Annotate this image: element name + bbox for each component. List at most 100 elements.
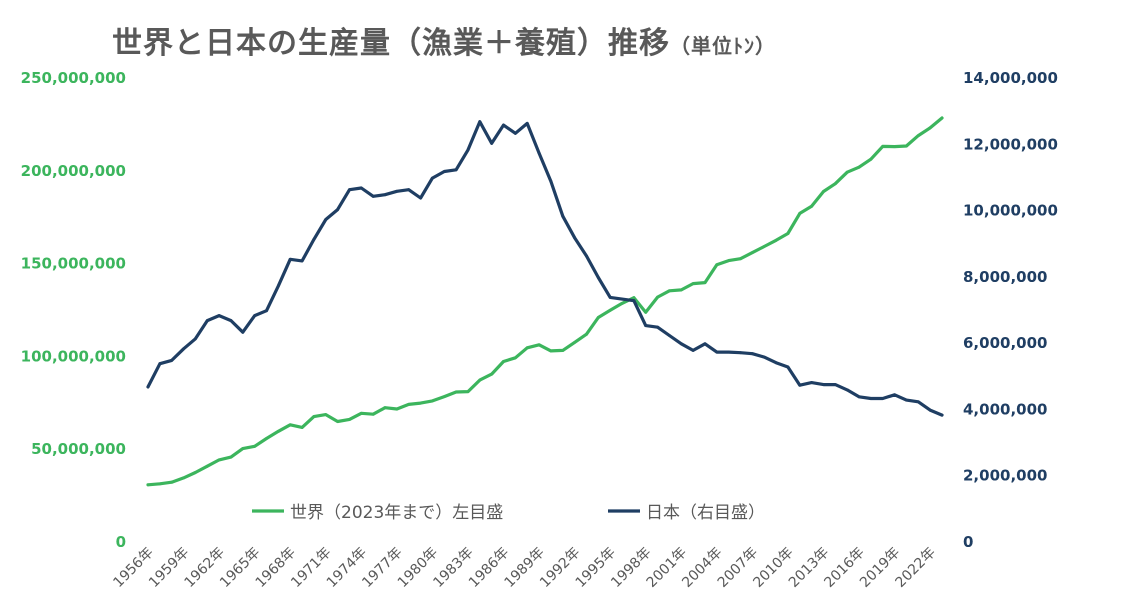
japan-data-point <box>845 388 849 392</box>
japan-data-point <box>146 385 150 389</box>
japan-data-point <box>383 193 387 197</box>
japan-series-line <box>146 120 944 417</box>
world-data-point <box>419 401 422 405</box>
japan-data-point <box>241 330 245 334</box>
world-data-point <box>881 145 885 148</box>
world-data-point <box>715 263 719 267</box>
chart-title: 世界と日本の生産量（漁業＋養殖）推移（単位ﾄﾝ） <box>112 18 776 62</box>
world-data-point <box>170 480 174 484</box>
japan-data-point <box>916 400 920 404</box>
japan-data-point <box>395 189 399 193</box>
world-data-point <box>916 134 920 138</box>
world-data-point <box>798 212 802 215</box>
world-data-point <box>324 413 328 416</box>
world-data-point <box>573 341 576 344</box>
japan-data-point <box>371 194 375 198</box>
world-data-point <box>585 332 588 336</box>
japan-data-point <box>739 351 742 355</box>
world-data-point <box>833 182 837 186</box>
world-data-point <box>253 444 257 448</box>
japan-data-point <box>549 180 553 183</box>
right-axis-tick-label: 12,000,000 <box>963 135 1058 153</box>
japan-data-point <box>679 342 683 346</box>
japan-data-point <box>727 350 731 354</box>
japan-data-point <box>431 176 434 180</box>
japan-data-point <box>608 296 612 299</box>
world-data-point <box>703 281 707 284</box>
japan-data-point <box>774 361 778 365</box>
japan-data-point <box>869 397 873 400</box>
japan-data-point <box>798 383 802 387</box>
japan-data-point <box>454 168 458 172</box>
right-axis-tick-label: 8,000,000 <box>963 268 1047 286</box>
world-data-point <box>596 316 600 319</box>
world-data-point <box>383 406 387 410</box>
japan-data-point <box>644 324 648 327</box>
japan-data-point <box>312 238 316 241</box>
world-data-point <box>774 238 778 242</box>
japan-data-point <box>762 355 766 359</box>
japan-data-point <box>336 208 339 212</box>
world-data-point <box>205 464 209 468</box>
japan-data-point <box>442 170 446 173</box>
world-data-point <box>288 423 292 427</box>
world-data-point <box>490 372 494 376</box>
japan-data-point <box>194 337 197 341</box>
legend-japan-label: 日本（右目盛） <box>646 503 765 523</box>
world-data-point <box>869 157 873 161</box>
world-data-point <box>940 116 944 120</box>
world-data-point <box>514 356 517 360</box>
world-data-point <box>905 144 908 148</box>
unit-note: （単位ﾄﾝ） <box>670 34 776 58</box>
japan-data-point <box>478 120 482 124</box>
world-data-point <box>431 399 434 403</box>
japan-data-point <box>158 362 162 366</box>
world-data-point <box>679 288 683 292</box>
japan-data-point <box>253 314 257 317</box>
world-data-point <box>668 289 671 293</box>
japan-data-point <box>786 365 790 369</box>
japan-data-point <box>419 196 422 200</box>
world-data-point <box>466 390 470 393</box>
world-data-point <box>407 403 411 406</box>
japan-data-point <box>620 297 624 301</box>
japan-data-point <box>596 276 600 279</box>
world-data-point <box>502 360 505 363</box>
japan-data-point <box>182 347 186 351</box>
world-data-point <box>786 232 790 235</box>
world-data-point <box>537 343 541 347</box>
legend-world-label: 世界（2023年まで）左目盛 <box>290 503 503 523</box>
japan-data-point <box>407 188 411 192</box>
japan-data-point <box>656 325 659 329</box>
japan-data-point <box>277 284 280 288</box>
world-data-point <box>549 349 553 353</box>
world-data-point <box>822 190 825 193</box>
right-axis-tick-label: 4,000,000 <box>963 400 1047 418</box>
world-data-point <box>751 251 754 255</box>
world-data-point <box>182 476 186 480</box>
world-data-point <box>739 257 742 261</box>
japan-data-point <box>205 319 209 322</box>
left-axis-tick-label: 150,000,000 <box>21 255 126 273</box>
japan-data-point <box>668 334 671 337</box>
japan-data-point <box>833 383 837 386</box>
world-data-point <box>158 482 162 486</box>
japan-data-point <box>229 319 233 322</box>
japan-data-point <box>893 393 896 397</box>
world-data-point <box>632 296 636 300</box>
world-data-point <box>478 378 482 382</box>
left-axis-tick-label: 100,000,000 <box>21 347 126 365</box>
japan-data-point <box>170 359 174 362</box>
world-data-point <box>857 165 861 169</box>
japan-data-point <box>561 214 565 218</box>
world-data-point <box>525 346 529 350</box>
world-data-point <box>277 429 280 433</box>
world-data-point <box>893 145 896 149</box>
world-data-point <box>194 471 197 474</box>
world-data-point <box>146 483 150 487</box>
world-data-point <box>454 390 458 394</box>
japan-data-point <box>502 123 505 127</box>
japan-data-point <box>810 381 813 384</box>
japan-data-point <box>940 413 944 417</box>
